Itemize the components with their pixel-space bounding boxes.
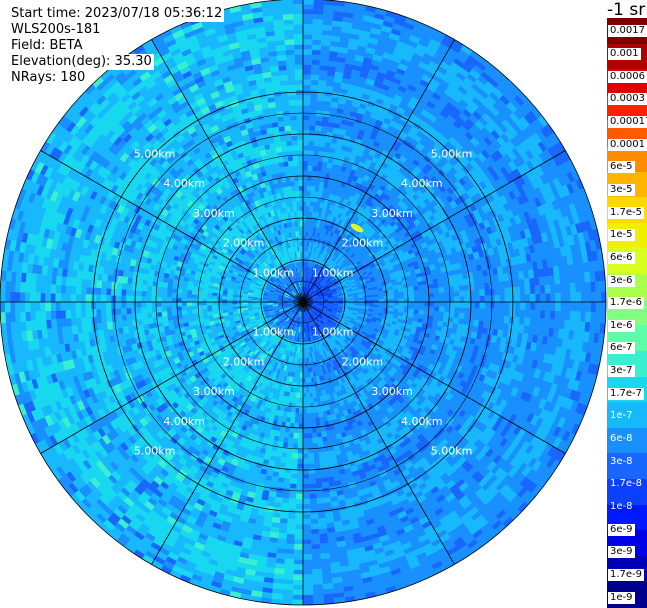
colorbar-tick-label: 1.7e-6 [608,297,645,310]
colorbar-tick-label: 0.0003 [608,93,647,106]
colorbar-cell [607,402,647,429]
ring-label-4: 4.00km [163,177,205,190]
colorbar-tick-label: 1e-9 [608,591,635,604]
colorbar-tick-label: 1e-5 [608,229,635,242]
colorbar-tick-label: 1.7e-7 [608,387,645,400]
colorbar-tick-label: 0.0006 [608,70,647,83]
ring-label-3: 3.00km [371,385,413,398]
start-time-label: Start time: 2023/07/18 05:36:12 [11,6,225,22]
ring-label-3: 3.00km [371,207,413,220]
colorbar-tick-label: 6e-9 [608,523,635,536]
ring-label-2: 2.00km [223,355,265,368]
azimuth-spoke-30 [302,39,455,303]
colorbar-tick-label: 6e-6 [608,251,635,264]
range-ring-labels: 1.00km 1.00km 1.00km 1.00km 2.00km 2.00km 2.00… [134,148,473,458]
colorbar-tick-label: 6e-8 [610,433,633,445]
nrays-label: NRays: 180 [11,70,88,86]
colorbar-cell [607,427,647,454]
hotspot-mark [350,223,364,233]
ring-label-1: 1.00km [253,326,295,339]
azimuth-spoke-60 [302,150,566,303]
colorbar-tick-label: 3e-5 [608,183,635,196]
ring-label-3: 3.00km [193,385,235,398]
azimuth-spoke-120 [302,301,566,454]
ring-label-5: 5.00km [431,444,473,457]
instrument-label: WLS200s-181 [11,22,103,38]
ring-label-5: 5.00km [134,444,176,457]
colorbar-tick-label: 1e-7 [610,410,633,422]
colorbar-tick-label: 1e-8 [610,501,633,513]
azimuth-spoke-330 [151,39,304,303]
colorbar-tick-label: 0.001 [608,47,641,60]
elevation-label: Elevation(deg): 35.30 [11,54,154,70]
colorbar-tick-label: 6e-5 [608,161,635,174]
ring-label-5: 5.00km [134,148,176,161]
colorbar-unit: -1 sr [607,0,646,20]
azimuth-spoke-150 [302,301,455,565]
field-label: Field: BETA [11,38,85,54]
reflectivity-field [0,0,607,606]
azimuth-spoke-210 [151,301,304,565]
colorbar-tick-label: 1.7e-9 [608,569,645,582]
ring-label-4: 4.00km [163,415,205,428]
azimuth-spoke-240 [40,301,304,454]
ring-label-1: 1.00km [253,266,295,279]
ring-label-5: 5.00km [431,148,473,161]
ring-label-2: 2.00km [223,237,265,250]
ring-label-4: 4.00km [401,177,443,190]
ring-label-1: 1.00km [312,266,354,279]
ring-label-1: 1.00km [312,326,354,339]
colorbar-tick-label: 1.7e-8 [610,478,643,490]
ring-label-2: 2.00km [342,355,384,368]
colorbar-tick-label: 0.0017 [608,25,647,38]
colorbar-tick-label: 3e-9 [608,546,635,559]
ring-label-2: 2.00km [342,237,384,250]
colorbar-tick-label: 0.00017 [608,115,647,128]
scan-info: Start time: 2023/07/18 05:36:12 WLS200s-… [11,6,246,86]
colorbar-tick-label: 3e-7 [608,365,635,378]
colorbar: 0.0017 0.001 0.0006 0.0003 0.00017 0.0001 6e-5… [607,18,647,608]
colorbar-tick-label: 3e-6 [608,274,635,287]
azimuth-spoke-300 [40,150,304,303]
colorbar-tick-label: 1e-6 [608,319,635,332]
centre-spoke [300,292,304,303]
colorbar-tick-label: 1.7e-5 [608,206,645,219]
ring-label-3: 3.00km [193,207,235,220]
ring-label-4: 4.00km [401,415,443,428]
colorbar-cell [607,453,647,480]
polar-grid [0,0,607,606]
colorbar-cell [607,478,647,506]
colorbar-tick-label: 6e-7 [608,342,635,355]
colorbar-tick-label: 3e-8 [610,455,633,467]
colorbar-tick-label: 0.0001 [608,138,647,151]
